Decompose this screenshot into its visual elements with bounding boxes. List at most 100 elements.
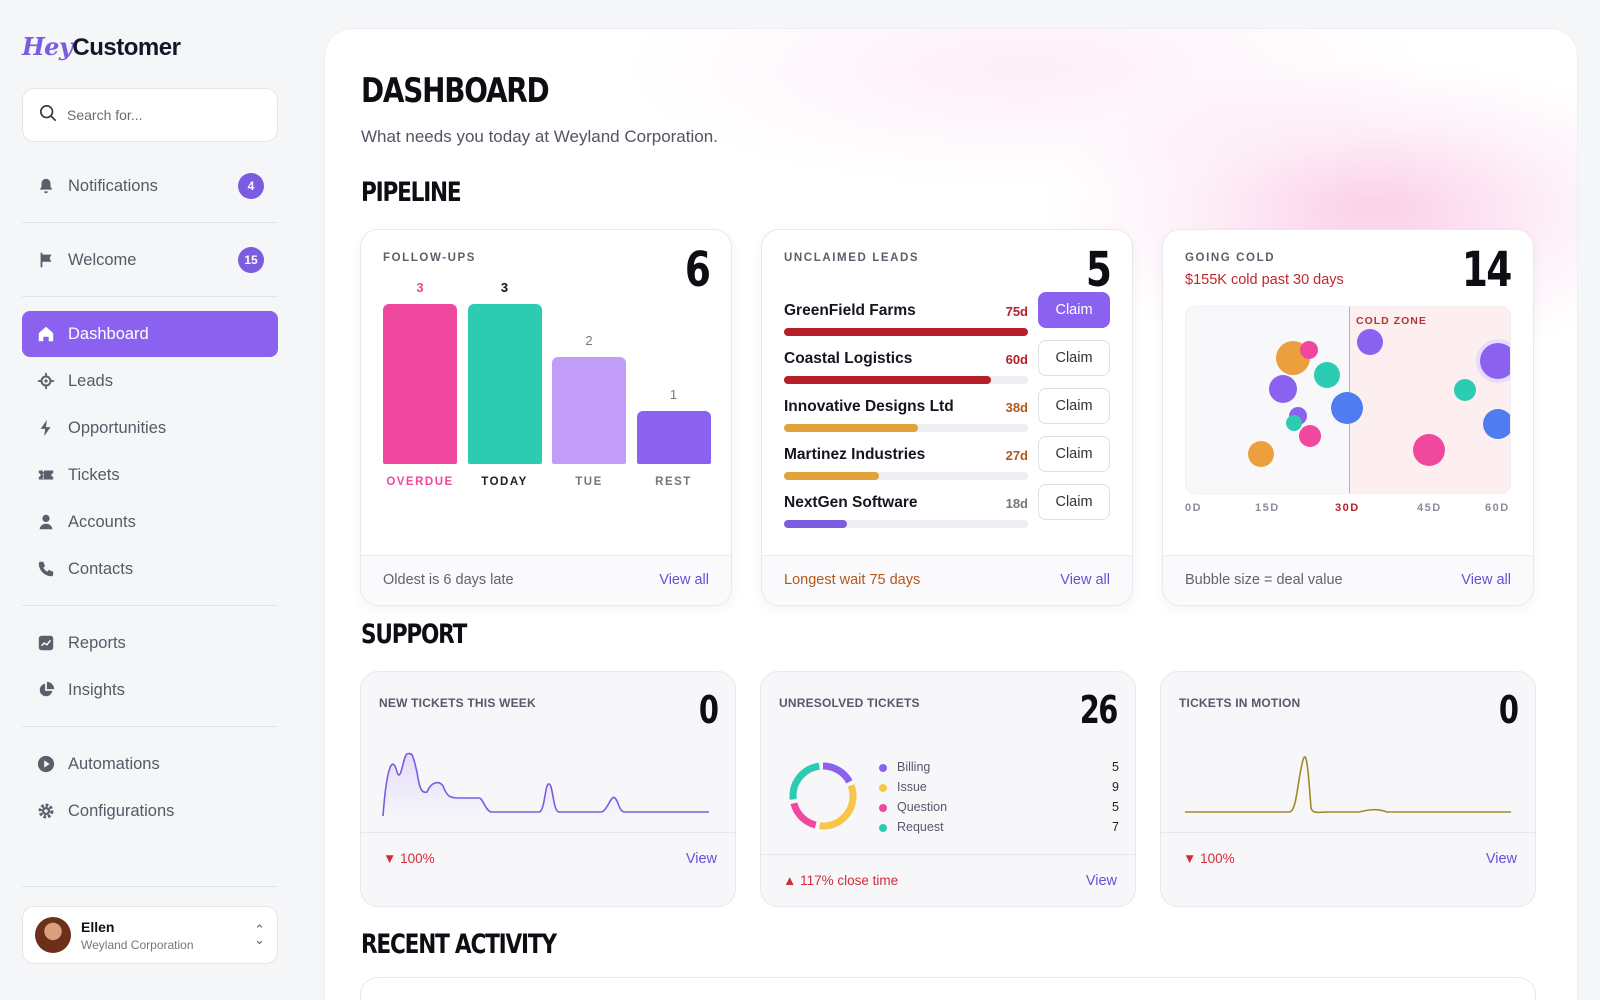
legend-swatch xyxy=(879,783,887,792)
donut-segment[interactable] xyxy=(789,762,857,830)
sidebar-item-label: Accounts xyxy=(68,512,136,531)
page-title: DASHBOARD xyxy=(361,71,550,111)
bubble xyxy=(1331,392,1363,424)
bubble xyxy=(1299,425,1321,447)
card-footer: Bubble size = deal value View all xyxy=(1163,555,1533,605)
lead-wait-bar-fill xyxy=(784,520,848,528)
sidebar-item-automations[interactable]: Automations xyxy=(22,741,278,787)
new-tickets-view-link[interactable]: View xyxy=(685,851,717,867)
lead-wait-days: 18d xyxy=(1005,496,1028,511)
pie-chart-icon xyxy=(36,680,56,700)
leads-view-all-link[interactable]: View all xyxy=(1060,572,1110,588)
page-subtitle: What needs you today at Weyland Corporat… xyxy=(361,127,718,146)
bubble-chart-x-tick: 45D xyxy=(1417,502,1442,514)
sidebar-item-label: Welcome xyxy=(68,250,137,269)
new-tickets-card: NEW TICKETS THIS WEEK 0 ▼ 100% View xyxy=(360,671,736,907)
recent-activity-card xyxy=(360,977,1536,1000)
sidebar-item-opportunities[interactable]: Opportunities xyxy=(22,405,278,451)
phone-icon xyxy=(36,559,56,579)
sidebar-item-configurations[interactable]: Configurations xyxy=(22,788,278,834)
unresolved-trend: ▲ 117% close time xyxy=(783,873,898,888)
unresolved-view-link[interactable]: View xyxy=(1085,873,1117,889)
sidebar-item-insights[interactable]: Insights xyxy=(22,667,278,713)
legend-value: 7 xyxy=(1112,820,1119,834)
lead-wait-bar-fill xyxy=(784,328,1028,336)
card-footer: Longest wait 75 days View all xyxy=(762,555,1132,605)
followups-view-all-link[interactable]: View all xyxy=(659,572,709,588)
claim-lead-button[interactable]: Claim xyxy=(1038,388,1110,424)
user-organization: Weyland Corporation xyxy=(81,937,194,952)
sidebar-item-leads[interactable]: Leads xyxy=(22,358,278,404)
followups-bar[interactable] xyxy=(383,304,457,464)
sidebar-item-notifications[interactable]: Notifications 4 xyxy=(22,163,278,209)
lead-wait-days: 60d xyxy=(1005,352,1028,367)
lead-name[interactable]: Innovative Designs Ltd xyxy=(784,398,954,415)
legend-item: Billing 5 xyxy=(879,760,1119,774)
flag-icon xyxy=(36,250,56,270)
sidebar-item-label: Reports xyxy=(68,633,126,652)
donut-segment[interactable] xyxy=(789,762,857,830)
tickets-in-motion-sparkline xyxy=(1185,756,1511,814)
legend-value: 5 xyxy=(1112,760,1119,774)
trend-down-icon: ▼ xyxy=(383,851,397,866)
bubble xyxy=(1248,441,1274,467)
legend-swatch xyxy=(879,823,887,832)
in-motion-trend: ▼ 100% xyxy=(1183,851,1235,866)
followups-card: FOLLOW-UPS 6 3 OVERDUE 3 TODAY 2 TUE 1 REST Old… xyxy=(360,229,732,606)
search-input[interactable] xyxy=(67,107,257,123)
bubble-chart-x-tick: 60D xyxy=(1485,502,1510,514)
sidebar-item-welcome[interactable]: Welcome 15 xyxy=(22,237,278,283)
lead-wait-bar xyxy=(784,520,1028,528)
sidebar-item-label: Tickets xyxy=(68,465,120,484)
card-footer: ▼ 100% View xyxy=(361,832,735,906)
search-box[interactable] xyxy=(22,88,278,142)
sidebar-item-dashboard[interactable]: Dashboard xyxy=(22,311,278,357)
play-circle-icon xyxy=(36,754,56,774)
followups-bar-label: TODAY xyxy=(481,476,528,488)
claim-lead-button[interactable]: Claim xyxy=(1038,484,1110,520)
legend-label: Billing xyxy=(897,760,931,774)
sidebar-item-accounts[interactable]: Accounts xyxy=(22,499,278,545)
followups-bar[interactable] xyxy=(467,304,542,464)
gear-icon xyxy=(36,801,56,821)
lead-name[interactable]: NextGen Software xyxy=(784,494,918,511)
bubble-chart-x-tick: 0D xyxy=(1185,502,1203,514)
lead-wait-days: 27d xyxy=(1005,448,1028,463)
followups-bar[interactable] xyxy=(552,357,626,464)
followups-footer-note: Oldest is 6 days late xyxy=(383,572,514,588)
claim-lead-button[interactable]: Claim xyxy=(1038,292,1110,328)
section-title-pipeline: PIPELINE xyxy=(361,177,462,208)
unresolved-tickets-card: UNRESOLVED TICKETS 26 Billing 5 Issue 9 Ques… xyxy=(760,671,1136,907)
sidebar-item-label: Contacts xyxy=(68,559,134,578)
lead-name[interactable]: Martinez Industries xyxy=(784,446,926,463)
tickets-in-motion-card: TICKETS IN MOTION 0 ▼ 100% View xyxy=(1160,671,1536,907)
followups-bar-value: 3 xyxy=(416,280,424,295)
cold-view-all-link[interactable]: View all xyxy=(1461,572,1511,588)
cold-value-subtitle: $155K cold past 30 days xyxy=(1185,272,1344,288)
bubble xyxy=(1286,415,1302,431)
sidebar-item-reports[interactable]: Reports xyxy=(22,620,278,666)
tickets-in-motion-value: 0 xyxy=(1498,688,1518,732)
lead-name[interactable]: GreenField Farms xyxy=(784,302,916,319)
legend-label: Question xyxy=(897,800,948,814)
claim-lead-button[interactable]: Claim xyxy=(1038,340,1110,376)
sidebar-item-contacts[interactable]: Contacts xyxy=(22,546,278,592)
legend-value: 9 xyxy=(1112,780,1119,794)
chevron-up-down-icon: ⌃ ⌄ xyxy=(254,922,265,947)
followups-bar[interactable] xyxy=(636,410,711,464)
card-label: UNRESOLVED TICKETS xyxy=(779,696,920,710)
lead-name[interactable]: Coastal Logistics xyxy=(784,350,913,367)
sidebar-item-tickets[interactable]: Tickets xyxy=(22,452,278,498)
card-footer: ▲ 117% close time View xyxy=(761,854,1135,906)
donut-segment[interactable] xyxy=(789,762,857,830)
claim-lead-button[interactable]: Claim xyxy=(1038,436,1110,472)
cold-footer-note: Bubble size = deal value xyxy=(1185,572,1343,588)
lead-wait-bar xyxy=(784,376,1028,384)
legend-item: Question 5 xyxy=(879,800,1119,814)
section-title-recent-activity: RECENT ACTIVITY xyxy=(361,929,557,960)
legend-item: Request 7 xyxy=(879,820,1119,834)
in-motion-view-link[interactable]: View xyxy=(1485,851,1517,867)
brand-logo[interactable]: HeyCustomer xyxy=(22,32,181,62)
user-switcher[interactable]: Ellen Weyland Corporation ⌃ ⌄ xyxy=(22,906,278,964)
card-label: GOING COLD xyxy=(1185,252,1276,264)
